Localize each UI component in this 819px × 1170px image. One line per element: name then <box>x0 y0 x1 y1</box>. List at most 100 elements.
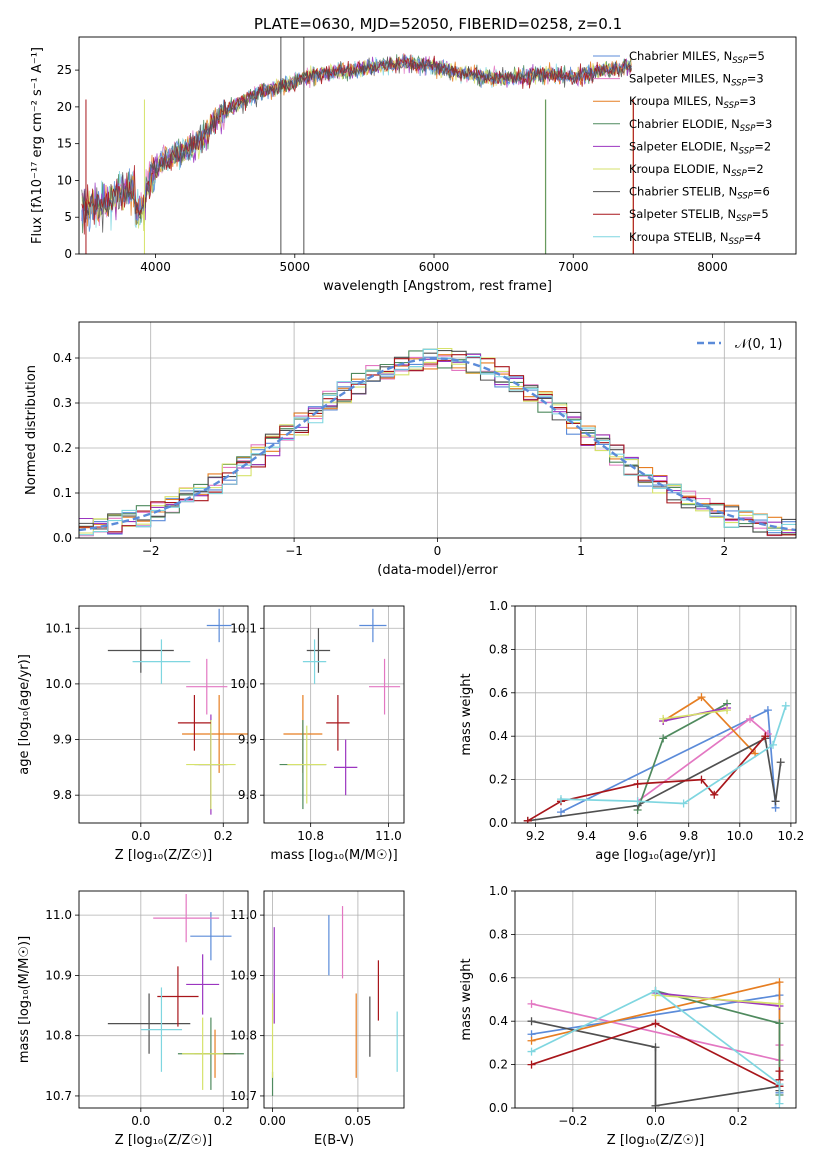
plot-area <box>107 894 244 1090</box>
x-tick-label: 10.8 <box>297 829 324 843</box>
y-tick-label: 10.8 <box>45 1029 72 1043</box>
x-tick-label: 1 <box>577 544 585 558</box>
weight-line <box>655 994 780 1005</box>
y-tick-label: 0.4 <box>489 729 508 743</box>
x-axis-label: (data-model)/error <box>377 563 498 578</box>
plus-marker <box>556 808 565 817</box>
plot-area <box>79 347 796 537</box>
axes-mass_vs_Z: 0.0 0.2 10.7 10.8 10.9 11.0 Z [log₁₀(Z/Z☉)] mas… <box>17 890 249 1148</box>
y-tick-label: 0.0 <box>53 531 72 545</box>
x-tick-label: 8000 <box>697 260 728 274</box>
y-axis-label: mass weight <box>459 958 474 1040</box>
spectrum-line <box>81 54 632 232</box>
x-tick-label: −1 <box>285 544 303 558</box>
plus-marker <box>527 1036 536 1045</box>
plus-marker <box>697 693 706 702</box>
weight-line <box>531 989 781 1104</box>
plot-area <box>527 978 784 1108</box>
y-axis-label: Normed distribution <box>24 365 39 495</box>
y-tick-label: 10.1 <box>230 621 257 635</box>
plus-marker <box>775 1067 784 1076</box>
plus-marker <box>651 1101 660 1108</box>
y-axis-label: mass weight <box>459 673 474 755</box>
y-tick-label: 10.7 <box>45 1089 72 1103</box>
y-tick-label: 25 <box>57 63 72 77</box>
axes-age_vs_mass: 10.8 11.0 9.8 9.9 10.0 10.1 mass [log₁₀(M/M☉)] <box>230 605 405 863</box>
histogram-step <box>79 354 796 536</box>
y-tick-label: 20 <box>57 100 72 114</box>
weight-line <box>663 709 728 720</box>
y-tick-label: 10 <box>57 173 72 187</box>
axes-frame <box>263 890 405 1109</box>
x-tick-label: −0.2 <box>558 1114 587 1128</box>
legend: Chabrier MILES, NSSP=5 Salpeter MILES, NS… <box>593 49 772 247</box>
x-tick-label: 9.2 <box>526 829 545 843</box>
spectrum-line <box>81 56 632 232</box>
x-tick-label: 0.00 <box>259 1114 286 1128</box>
x-tick-label: 0.0 <box>131 829 150 843</box>
plus-marker <box>633 797 642 806</box>
x-tick-label: 9.6 <box>628 829 647 843</box>
legend-entry: Salpeter MILES, NSSP=3 <box>629 72 764 89</box>
plus-marker <box>776 758 785 767</box>
spectrum-line <box>81 54 632 233</box>
y-tick-label: 10.9 <box>45 968 72 982</box>
x-tick-label: 2 <box>720 544 728 558</box>
plus-marker <box>527 1047 536 1056</box>
figure-title: PLATE=0630, MJD=52050, FIBERID=0258, z=0… <box>254 15 622 33</box>
y-tick-label: 0.8 <box>489 927 508 941</box>
x-axis-label: Z [log₁₀(Z/Z☉)] <box>115 1133 212 1148</box>
axes-mass_vs_ebv: 0.00 0.05 10.7 10.8 10.9 11.0 E(B-V) <box>230 890 405 1148</box>
x-axis-label: Z [log₁₀(Z/Z☉)] <box>607 1133 704 1148</box>
y-tick-label: 9.9 <box>238 733 257 747</box>
plus-marker <box>775 1099 784 1108</box>
x-tick-label: 7000 <box>558 260 589 274</box>
weight-line <box>527 735 766 822</box>
y-tick-label: 1.0 <box>489 884 508 898</box>
x-axis-label: E(B-V) <box>314 1133 354 1148</box>
axes-spectrum: 4000 5000 6000 7000 8000 0 5 10 15 20 25 wavelength… <box>30 36 797 294</box>
spectrum-line <box>81 54 632 234</box>
axes-residuals: −2 −1 0 1 2 0.0 0.1 0.2 0.3 0.4 (data-model)/error… <box>24 321 797 578</box>
y-tick-label: 10.1 <box>45 621 72 635</box>
x-tick-label: 10.2 <box>778 829 805 843</box>
x-tick-label: 10.0 <box>726 829 753 843</box>
y-tick-label: 0.2 <box>489 773 508 787</box>
y-tick-label: 10.7 <box>230 1089 257 1103</box>
plus-marker <box>775 1080 784 1089</box>
axes-frame <box>78 890 249 1109</box>
x-tick-label: −2 <box>142 544 160 558</box>
legend-entry: 𝒩(0, 1) <box>735 337 782 352</box>
y-tick-label: 5 <box>64 210 72 224</box>
plus-marker <box>659 714 668 723</box>
legend-entry: Chabrier MILES, NSSP=5 <box>629 49 765 66</box>
y-tick-label: 9.9 <box>53 733 72 747</box>
y-tick-label: 15 <box>57 137 72 151</box>
x-axis-label: mass [log₁₀(M/M☉)] <box>270 848 397 863</box>
x-tick-label: 11.0 <box>375 829 402 843</box>
plot-area <box>107 608 248 815</box>
plus-marker <box>746 714 755 723</box>
plus-marker <box>775 978 784 987</box>
y-tick-label: 0.0 <box>489 1101 508 1115</box>
axes-frame <box>514 890 797 1109</box>
y-axis-label: mass [log₁₀(M/M☉)] <box>17 936 32 1063</box>
x-tick-label: 0.05 <box>345 1114 372 1128</box>
legend-entry: Salpeter STELIB, NSSP=5 <box>629 207 769 224</box>
plus-marker <box>697 775 706 784</box>
x-axis-label: wavelength [Angstrom, rest frame] <box>323 279 552 294</box>
y-tick-label: 0.4 <box>53 351 72 365</box>
legend-entry: Kroupa STELIB, NSSP=4 <box>629 230 761 247</box>
x-axis-label: Z [log₁₀(Z/Z☉)] <box>115 848 212 863</box>
y-tick-label: 9.8 <box>238 788 257 802</box>
x-tick-label: 0.2 <box>729 1114 748 1128</box>
plus-marker <box>771 797 780 806</box>
x-tick-label: 0.0 <box>646 1114 665 1128</box>
y-tick-label: 10.8 <box>230 1029 257 1043</box>
y-tick-label: 0.4 <box>489 1014 508 1028</box>
plus-marker <box>527 1017 536 1026</box>
x-tick-label: 5000 <box>280 260 311 274</box>
legend-entry: Kroupa MILES, NSSP=3 <box>629 94 756 111</box>
plus-marker <box>710 790 719 799</box>
y-tick-label: 0.2 <box>53 441 72 455</box>
